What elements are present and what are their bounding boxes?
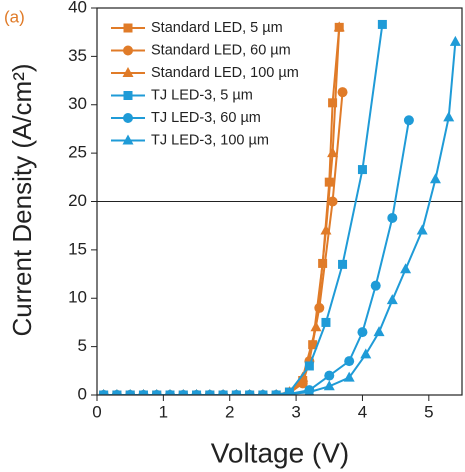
plot-area bbox=[98, 19, 461, 395]
legend-label: Standard LED, 5 µm bbox=[151, 20, 283, 36]
marker bbox=[179, 389, 187, 395]
y-tick-label: 40 bbox=[68, 0, 87, 16]
marker bbox=[123, 23, 133, 33]
x-tick-label: 2 bbox=[225, 402, 234, 421]
marker bbox=[219, 389, 227, 395]
marker bbox=[272, 389, 280, 395]
marker bbox=[403, 115, 414, 126]
marker bbox=[122, 134, 134, 145]
marker bbox=[193, 389, 200, 395]
marker bbox=[416, 224, 428, 235]
y-tick-label: 15 bbox=[68, 239, 87, 258]
marker bbox=[360, 348, 372, 359]
marker bbox=[140, 389, 147, 395]
legend-label: TJ LED-3, 100 µm bbox=[151, 132, 269, 148]
marker bbox=[123, 113, 133, 123]
marker bbox=[400, 263, 412, 274]
y-axis-label: Current Density (A/cm²) bbox=[7, 63, 37, 336]
marker bbox=[373, 326, 385, 337]
legend: Standard LED, 5 µm Standard LED, 60 µm Sta… bbox=[111, 20, 299, 148]
x-tick-label: 0 bbox=[92, 402, 101, 421]
marker bbox=[166, 389, 174, 395]
y-tick-label: 5 bbox=[78, 336, 87, 355]
legend-label: TJ LED-3, 60 µm bbox=[151, 110, 261, 126]
marker bbox=[327, 196, 338, 207]
series-line bbox=[103, 24, 384, 395]
legend-label: Standard LED, 60 µm bbox=[151, 42, 291, 58]
marker bbox=[344, 356, 355, 367]
marker bbox=[285, 388, 294, 395]
marker bbox=[327, 147, 339, 158]
marker bbox=[233, 389, 240, 395]
marker bbox=[357, 165, 367, 175]
marker bbox=[370, 280, 381, 291]
marker bbox=[259, 389, 267, 395]
marker bbox=[153, 389, 161, 395]
y-tick-label: 25 bbox=[68, 143, 87, 162]
y-tick-label: 10 bbox=[68, 288, 87, 307]
plot-frame bbox=[96, 7, 463, 396]
legend-label: Standard LED, 100 µm bbox=[151, 65, 299, 81]
grid-layer: 0 1 2 3 4 5 0 5 10 15 20 25 30 35 40 bbox=[68, 0, 462, 421]
y-tick-label: 20 bbox=[68, 191, 87, 210]
marker bbox=[123, 91, 133, 100]
marker bbox=[343, 371, 355, 382]
marker bbox=[338, 259, 348, 269]
marker bbox=[357, 327, 368, 338]
x-axis-label: Voltage (V) bbox=[211, 437, 350, 468]
legend-label: TJ LED-3, 5 µm bbox=[151, 87, 253, 103]
marker bbox=[337, 87, 348, 98]
marker bbox=[122, 67, 134, 77]
panel-label: (a) bbox=[4, 7, 25, 26]
marker bbox=[113, 389, 121, 395]
series-line bbox=[103, 120, 410, 395]
marker bbox=[443, 111, 455, 122]
marker bbox=[386, 294, 398, 305]
x-tick-label: 4 bbox=[358, 402, 367, 421]
marker bbox=[304, 361, 314, 371]
marker bbox=[310, 321, 322, 332]
x-tick-label: 3 bbox=[291, 402, 300, 421]
marker bbox=[324, 370, 335, 381]
y-tick-label: 30 bbox=[68, 94, 87, 113]
marker bbox=[304, 386, 315, 395]
marker bbox=[206, 389, 214, 395]
marker bbox=[387, 212, 398, 223]
marker bbox=[323, 380, 335, 391]
marker bbox=[126, 389, 134, 395]
marker bbox=[246, 389, 253, 395]
marker bbox=[328, 98, 338, 108]
series-line bbox=[103, 41, 457, 395]
marker bbox=[429, 173, 441, 184]
series-line bbox=[103, 27, 341, 395]
y-tick-label: 0 bbox=[78, 384, 87, 403]
x-tick-label: 1 bbox=[159, 402, 168, 421]
series-line bbox=[103, 27, 341, 395]
marker bbox=[123, 45, 133, 56]
x-tick-label: 5 bbox=[424, 402, 433, 421]
marker bbox=[333, 21, 345, 32]
marker bbox=[100, 389, 107, 395]
marker bbox=[377, 19, 387, 29]
marker bbox=[320, 224, 332, 235]
marker bbox=[449, 35, 461, 46]
marker bbox=[321, 317, 331, 327]
y-tick-label: 35 bbox=[68, 46, 87, 65]
